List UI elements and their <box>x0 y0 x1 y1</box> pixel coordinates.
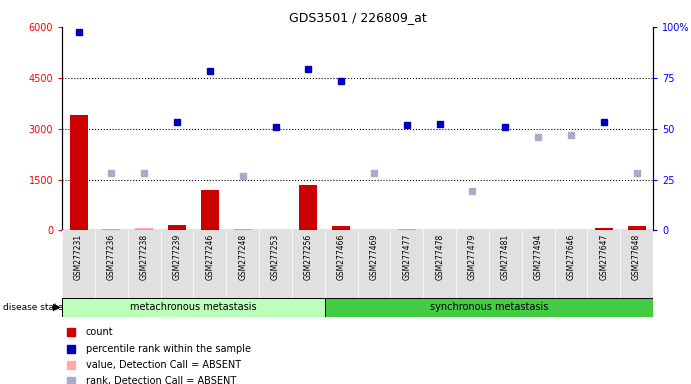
Bar <box>627 226 645 230</box>
Bar <box>102 229 120 230</box>
Bar <box>62 298 325 317</box>
Bar <box>325 298 653 317</box>
Text: ▶: ▶ <box>53 302 61 312</box>
Bar <box>135 228 153 230</box>
Bar <box>201 190 219 230</box>
Text: GSM277256: GSM277256 <box>304 234 313 280</box>
Text: synchronous metastasis: synchronous metastasis <box>430 302 548 312</box>
Text: GSM277469: GSM277469 <box>370 234 379 280</box>
Bar <box>595 228 613 230</box>
Text: metachronous metastasis: metachronous metastasis <box>130 302 257 312</box>
Bar <box>332 226 350 230</box>
Text: value, Detection Call = ABSENT: value, Detection Call = ABSENT <box>86 360 241 370</box>
Bar <box>70 115 88 230</box>
Text: GSM277236: GSM277236 <box>107 234 116 280</box>
Text: GSM277646: GSM277646 <box>567 234 576 280</box>
Text: GSM277231: GSM277231 <box>74 234 83 280</box>
Text: GSM277248: GSM277248 <box>238 234 247 280</box>
Text: count: count <box>86 327 113 337</box>
Text: disease state: disease state <box>3 303 64 312</box>
Text: GSM277494: GSM277494 <box>533 234 542 280</box>
Text: GSM277478: GSM277478 <box>435 234 444 280</box>
Text: GSM277481: GSM277481 <box>501 234 510 280</box>
Text: GSM277647: GSM277647 <box>599 234 608 280</box>
Bar <box>168 225 186 230</box>
Bar <box>398 229 416 230</box>
Text: GSM277479: GSM277479 <box>468 234 477 280</box>
Text: GSM277253: GSM277253 <box>271 234 280 280</box>
Text: percentile rank within the sample: percentile rank within the sample <box>86 344 251 354</box>
Title: GDS3501 / 226809_at: GDS3501 / 226809_at <box>289 11 426 24</box>
Text: GSM277466: GSM277466 <box>337 234 346 280</box>
Text: GSM277238: GSM277238 <box>140 234 149 280</box>
Text: GSM277477: GSM277477 <box>402 234 411 280</box>
Text: GSM277239: GSM277239 <box>173 234 182 280</box>
Text: rank, Detection Call = ABSENT: rank, Detection Call = ABSENT <box>86 376 236 384</box>
Text: GSM277648: GSM277648 <box>632 234 641 280</box>
Bar <box>234 229 252 230</box>
Text: GSM277246: GSM277246 <box>205 234 214 280</box>
Bar <box>299 185 317 230</box>
